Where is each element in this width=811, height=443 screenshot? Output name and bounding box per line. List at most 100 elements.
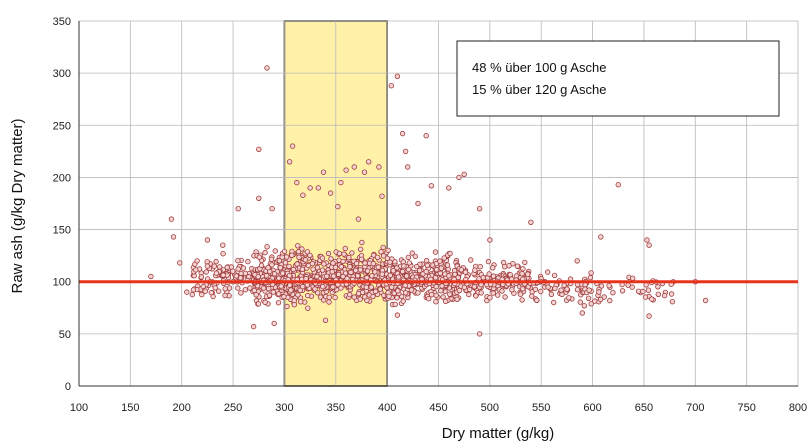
- data-point-688: [342, 245, 348, 252]
- data-point-1182: [467, 286, 473, 293]
- data-point-87: [208, 289, 214, 296]
- data-point-1290: [669, 299, 676, 305]
- data-point-1282: [581, 303, 587, 309]
- data-point-1379: [250, 323, 257, 330]
- data-point-1351: [338, 179, 344, 186]
- y-tick-label-100: 100: [53, 277, 71, 289]
- data-point-706: [355, 273, 361, 279]
- data-point-1349: [327, 190, 334, 196]
- axis-layer: 100 150 200 250 300 350 400 450 500 550 600 650 700 7…: [53, 16, 808, 414]
- data-point-637: [307, 252, 313, 258]
- data-point-629: [302, 257, 309, 263]
- data-point-938: [387, 272, 393, 279]
- data-point-1017: [390, 268, 396, 274]
- data-point-822: [414, 263, 420, 270]
- data-point-1385: [487, 237, 493, 243]
- data-point-735: [372, 288, 379, 295]
- data-point-1171: [461, 284, 468, 291]
- data-point-104: [213, 270, 220, 276]
- data-point-997: [402, 290, 409, 296]
- data-point-360: [271, 271, 278, 277]
- data-point-1020: [405, 266, 412, 273]
- data-point-389: [266, 285, 272, 292]
- data-point-1365: [423, 132, 429, 139]
- data-point-1331: [170, 234, 177, 240]
- data-point-1040: [387, 259, 393, 265]
- data-point-1244: [577, 299, 583, 305]
- data-point-1345: [300, 192, 306, 198]
- data-point-749: [346, 254, 352, 261]
- data-point-1237: [551, 299, 557, 306]
- data-point-928: [454, 296, 460, 302]
- x-tick-label-450: 450: [429, 402, 447, 414]
- data-point-720: [304, 249, 310, 255]
- data-point-386: [299, 266, 306, 272]
- data-point-1211: [525, 271, 531, 277]
- data-point-102: [199, 291, 205, 298]
- data-point-264: [281, 248, 288, 255]
- data-point-744: [320, 284, 326, 290]
- data-point-1344: [294, 179, 300, 186]
- data-point-1158: [468, 257, 474, 263]
- data-point-1338: [256, 195, 262, 201]
- data-point-622: [347, 291, 353, 298]
- data-point-695: [314, 273, 320, 280]
- y-tick-label-200: 200: [53, 172, 71, 184]
- data-point-1152: [499, 288, 505, 294]
- data-point-313: [278, 283, 284, 289]
- data-point-1325: [610, 290, 616, 296]
- data-point-508: [328, 256, 334, 262]
- data-point-66: [245, 258, 251, 265]
- data-point-995: [444, 262, 451, 268]
- data-point-1029: [395, 274, 402, 280]
- data-point-1009: [386, 293, 392, 300]
- data-point-986: [415, 290, 421, 296]
- data-point-1277: [534, 297, 540, 303]
- data-point-976: [417, 267, 423, 274]
- data-point-1333: [176, 260, 183, 266]
- data-point-70: [202, 288, 208, 294]
- data-point-1328: [661, 292, 668, 299]
- data-point-824: [405, 254, 412, 261]
- data-point-72: [211, 263, 217, 269]
- data-point-960: [408, 287, 415, 293]
- data-point-55: [240, 265, 247, 271]
- data-point-738: [332, 264, 339, 271]
- data-point-1368: [456, 174, 462, 181]
- data-point-1321: [629, 284, 635, 290]
- data-point-1034: [433, 266, 440, 273]
- data-point-98: [213, 258, 219, 265]
- data-point-1131: [458, 267, 464, 273]
- data-point-1261: [548, 291, 555, 297]
- data-point-1382: [646, 313, 652, 319]
- x-tick-label-500: 500: [481, 402, 499, 414]
- data-point-1307: [645, 287, 652, 293]
- data-point-1035: [402, 282, 408, 289]
- data-point-746: [305, 305, 311, 311]
- data-point-304: [260, 285, 267, 291]
- data-point-380: [300, 283, 306, 290]
- data-point-1208: [509, 287, 515, 293]
- data-point-298: [298, 299, 304, 305]
- data-point-293: [290, 266, 297, 273]
- data-point-1199: [519, 271, 525, 277]
- data-point-761: [385, 247, 391, 254]
- data-point-895: [392, 301, 398, 308]
- y-axis-label: Raw ash (g/kg Dry matter): [9, 118, 26, 293]
- data-point-1380: [322, 317, 329, 323]
- data-point-1160: [502, 294, 508, 300]
- data-point-630: [357, 296, 363, 302]
- annotation-line-2: 15 % über 120 g Asche: [472, 82, 606, 97]
- data-point-952: [432, 275, 439, 281]
- data-point-638: [309, 260, 316, 267]
- data-point-961: [441, 255, 447, 261]
- data-point-388: [265, 265, 271, 271]
- data-point-1337: [235, 205, 241, 212]
- data-point-1329: [596, 289, 602, 295]
- data-point-1335: [204, 237, 211, 243]
- data-point-734: [349, 250, 355, 256]
- y-tick-label-50: 50: [59, 329, 71, 341]
- data-point-67: [242, 287, 248, 293]
- data-point-743: [370, 293, 376, 300]
